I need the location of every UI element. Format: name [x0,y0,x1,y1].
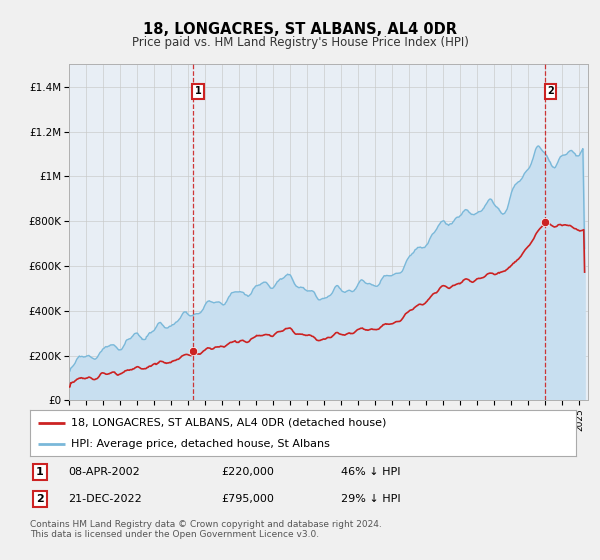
Text: 21-DEC-2022: 21-DEC-2022 [68,494,142,505]
Text: 2: 2 [36,494,44,505]
Text: 18, LONGACRES, ST ALBANS, AL4 0DR: 18, LONGACRES, ST ALBANS, AL4 0DR [143,22,457,38]
Text: 29% ↓ HPI: 29% ↓ HPI [341,494,401,505]
Text: £220,000: £220,000 [221,467,274,477]
Text: Contains HM Land Registry data © Crown copyright and database right 2024.
This d: Contains HM Land Registry data © Crown c… [30,520,382,539]
Text: 18, LONGACRES, ST ALBANS, AL4 0DR (detached house): 18, LONGACRES, ST ALBANS, AL4 0DR (detac… [71,418,386,428]
Text: £795,000: £795,000 [221,494,274,505]
Text: 2: 2 [547,86,554,96]
Text: 1: 1 [36,467,44,477]
Text: 1: 1 [195,86,202,96]
Text: 46% ↓ HPI: 46% ↓ HPI [341,467,401,477]
Text: Price paid vs. HM Land Registry's House Price Index (HPI): Price paid vs. HM Land Registry's House … [131,36,469,49]
Text: HPI: Average price, detached house, St Albans: HPI: Average price, detached house, St A… [71,439,330,449]
Text: 08-APR-2002: 08-APR-2002 [68,467,140,477]
